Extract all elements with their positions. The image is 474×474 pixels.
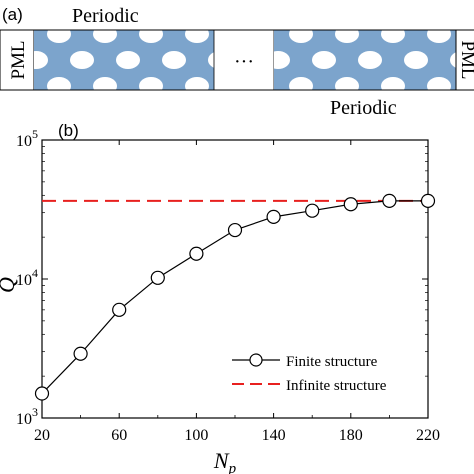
y-tick-label: 103	[16, 405, 38, 428]
air-hole	[185, 77, 209, 90]
air-hole	[70, 51, 94, 69]
x-tick-label: 20	[34, 427, 50, 444]
x-tick-label: 60	[111, 427, 127, 444]
air-hole	[185, 30, 209, 43]
legend-infinite-label: Infinite structure	[286, 378, 387, 394]
air-hole	[116, 51, 140, 69]
x-tick-label: 140	[262, 427, 286, 444]
x-axis-label-main: N	[213, 448, 230, 473]
holes-right	[274, 30, 456, 90]
finite-data-point	[34, 386, 50, 401]
x-tick-label: 100	[184, 427, 208, 444]
air-hole	[34, 51, 48, 69]
air-hole	[93, 77, 117, 90]
panel-a-schematic: (a) Periodic Periodic PML ··· PML	[0, 5, 474, 119]
air-hole	[139, 30, 163, 43]
air-hole	[208, 52, 214, 68]
legend: Finite structure Infinite structure	[232, 353, 387, 394]
x-tick-label: 180	[339, 427, 363, 444]
air-hole	[381, 30, 405, 43]
pml-right-label: PML	[457, 40, 474, 79]
air-hole	[404, 51, 428, 69]
finite-data-point	[150, 270, 165, 285]
air-hole	[139, 77, 163, 90]
finite-data-point	[227, 222, 243, 238]
panel-b-chart: (b) 20 60 100 140 180 220 103 104 105 Np Q Fini…	[0, 121, 440, 474]
holes-left	[34, 30, 214, 90]
gap-region	[213, 29, 275, 91]
air-hole	[289, 30, 313, 43]
plot-frame	[41, 139, 429, 419]
air-hole	[450, 52, 456, 68]
x-axis-ticks: 20 60 100 140 180 220	[34, 140, 440, 444]
air-hole	[335, 77, 359, 90]
x-axis-label-sub: p	[228, 461, 237, 474]
legend-finite-marker	[249, 353, 263, 367]
air-hole	[335, 30, 359, 43]
air-hole	[93, 30, 117, 43]
air-hole	[289, 77, 313, 90]
bottom-periodic-label: Periodic	[330, 97, 397, 119]
ellipsis-symbol: ···	[234, 51, 254, 73]
finite-data-point	[266, 209, 281, 224]
x-axis-label: Np	[213, 448, 237, 474]
y-axis-label: Q	[0, 277, 19, 293]
air-hole	[162, 51, 186, 69]
x-tick-label: 220	[416, 427, 440, 444]
air-hole	[274, 51, 290, 69]
panel-a-label: (a)	[2, 5, 23, 24]
panel-b-label: (b)	[58, 121, 79, 140]
finite-data-point	[382, 193, 397, 208]
finite-data-point	[112, 302, 127, 317]
top-periodic-label: Periodic	[72, 5, 139, 27]
air-hole	[47, 77, 71, 90]
finite-data-point	[189, 246, 204, 261]
air-hole	[427, 30, 451, 43]
pml-left-label: PML	[8, 40, 29, 79]
air-hole	[312, 51, 336, 69]
legend-finite-label: Finite structure	[286, 354, 378, 370]
finite-data-point	[305, 203, 320, 218]
series-layer	[34, 193, 436, 401]
finite-data-point	[420, 193, 436, 208]
air-hole	[381, 77, 405, 90]
air-hole	[427, 77, 451, 90]
y-axis-ticks: 103 104 105	[16, 127, 428, 428]
y-tick-label: 104	[16, 266, 38, 289]
finite-data-point	[343, 197, 358, 212]
air-hole	[47, 30, 71, 43]
y-tick-label: 105	[16, 127, 38, 150]
air-hole	[358, 51, 382, 69]
finite-data-point	[73, 346, 88, 361]
